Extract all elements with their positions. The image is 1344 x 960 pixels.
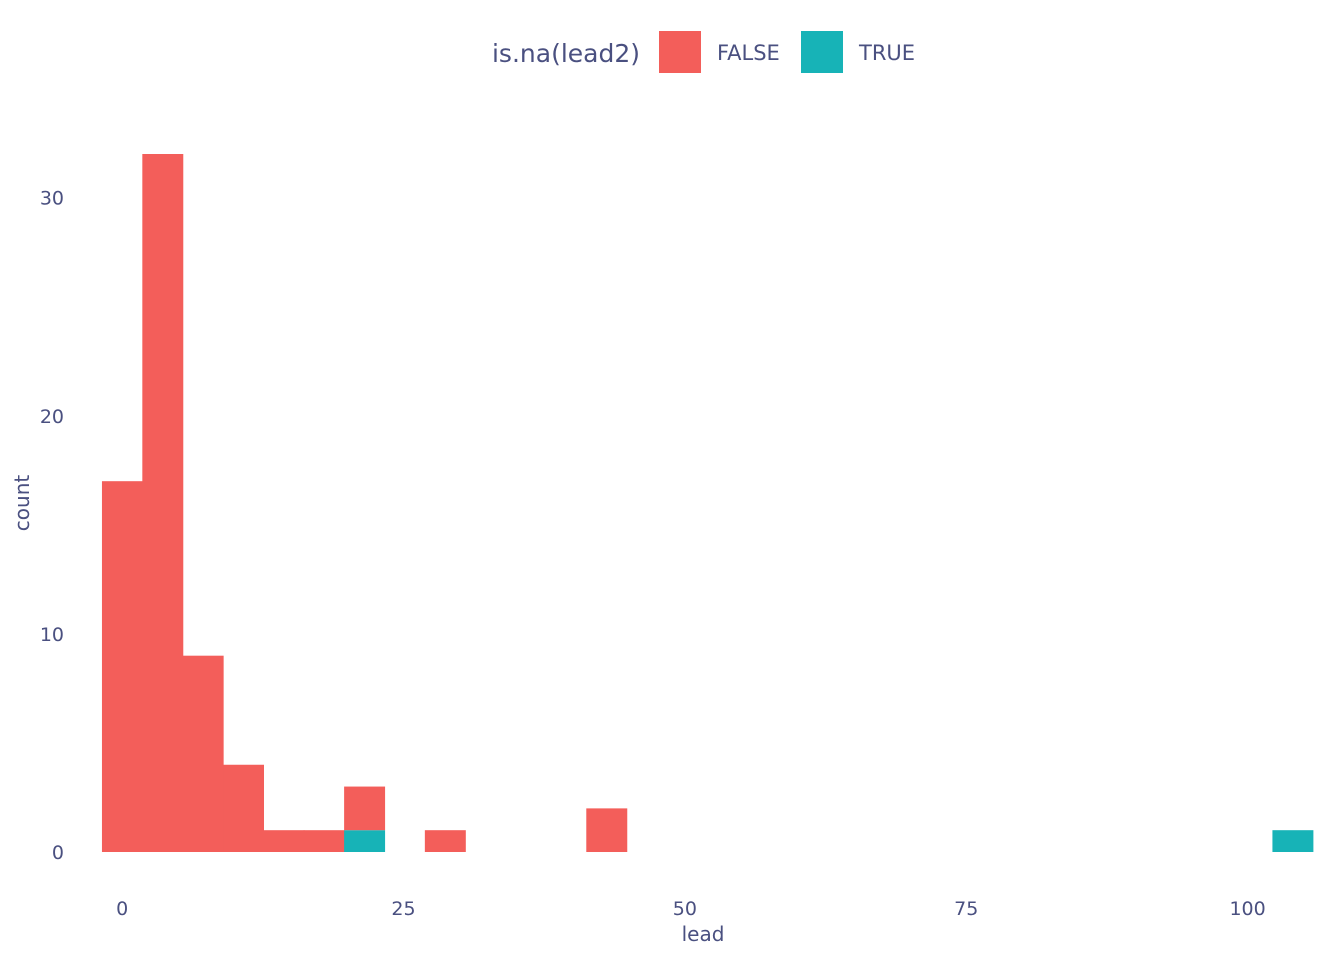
bar-false-bin-3 (223, 764, 264, 852)
legend-title: is.na(lead2) (492, 39, 640, 68)
y-tick-label: 0 (52, 842, 64, 864)
y-axis-ticks: 0 10 20 30 (40, 188, 64, 864)
y-tick-label: 20 (40, 406, 64, 428)
legend: is.na(lead2) FALSE TRUE (492, 31, 915, 73)
legend-key-true (801, 31, 843, 73)
y-tick-label: 30 (40, 188, 64, 210)
x-axis-ticks: 0 25 50 75 100 (116, 898, 1266, 920)
x-tick-label: 50 (673, 898, 697, 920)
bar-false-bin-8 (424, 830, 466, 852)
bars-layer (101, 154, 1314, 853)
x-tick-label: 25 (391, 898, 415, 920)
bar-false-bin-1 (142, 154, 184, 852)
legend-key-false (659, 31, 701, 73)
legend-label-true: TRUE (858, 41, 915, 65)
bar-false-bin-4 (263, 830, 305, 852)
bar-false-bin-2 (182, 655, 224, 852)
y-axis-title: count (10, 475, 34, 532)
x-axis-title: lead (682, 922, 725, 946)
bar-false-bin-12 (586, 808, 628, 853)
x-tick-label: 100 (1229, 898, 1265, 920)
y-tick-label: 10 (40, 624, 64, 646)
bar-false-bin-6 (344, 786, 386, 831)
x-tick-label: 0 (116, 898, 128, 920)
x-tick-label: 75 (954, 898, 978, 920)
bar-true-bin-6 (344, 830, 386, 852)
bar-true-bin-29 (1272, 830, 1314, 852)
bar-false-bin-0 (101, 481, 143, 852)
legend-label-false: FALSE (717, 41, 780, 65)
bar-false-bin-5 (303, 830, 345, 852)
